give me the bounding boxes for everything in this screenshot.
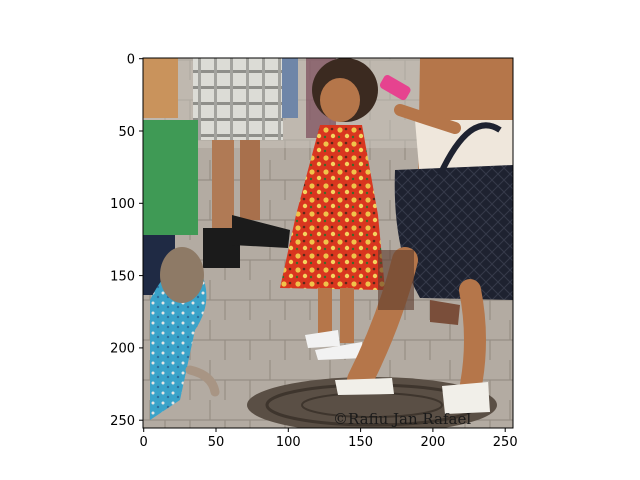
toddler-face [320, 78, 360, 122]
x-tick-label: 100 [276, 435, 301, 450]
pink-phone [379, 75, 411, 101]
x-tick-label: 250 [493, 435, 518, 450]
green-shirt [143, 120, 198, 235]
y-tick-label: 200 [110, 342, 135, 357]
watermark-text: ©Rafiu Jan Rafael [333, 410, 471, 428]
sandal-right [315, 342, 364, 360]
y-tick-label: 250 [110, 414, 135, 429]
black-handbag [394, 165, 513, 300]
x-axis: 0 50 100 150 200 250 [140, 428, 518, 450]
sneaker-right [232, 215, 290, 248]
x-tick-label: 200 [420, 435, 445, 450]
x-tick-label: 0 [140, 435, 148, 450]
sandal-left [305, 330, 340, 348]
sandal-woman-right [442, 382, 490, 414]
photo: ©Rafiu Jan Rafael [143, 58, 513, 428]
y-tick-label: 150 [110, 269, 135, 284]
plaid-shorts [193, 58, 283, 140]
y-axis: 0 50 100 150 200 250 [110, 53, 143, 429]
y-tick-label: 100 [110, 197, 135, 212]
axes-frame [142, 57, 514, 429]
monkey-outfit [150, 264, 207, 420]
x-tick-label: 150 [348, 435, 373, 450]
x-tick-label: 50 [208, 435, 225, 450]
sandal-woman-left [335, 378, 394, 395]
y-tick-label: 50 [118, 125, 135, 140]
y-tick-label: 0 [127, 53, 135, 68]
red-floral-dress [280, 125, 385, 290]
monkey [160, 247, 204, 303]
child-head [143, 58, 178, 118]
sneaker-left [203, 228, 240, 268]
